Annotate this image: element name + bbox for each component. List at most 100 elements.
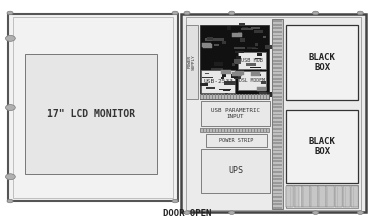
Bar — [273, 178, 282, 180]
Bar — [273, 85, 282, 87]
Text: DOOR OPEN: DOOR OPEN — [163, 209, 211, 218]
Bar — [273, 53, 282, 54]
Bar — [234, 75, 241, 79]
Bar — [263, 36, 266, 38]
Bar — [273, 96, 282, 97]
Bar — [242, 94, 243, 99]
Circle shape — [6, 35, 15, 41]
Bar — [264, 92, 272, 97]
Bar — [225, 93, 228, 94]
Bar — [205, 73, 209, 74]
Bar — [206, 134, 267, 146]
Bar — [273, 164, 282, 166]
Bar — [273, 196, 282, 198]
Bar — [257, 94, 258, 99]
Bar — [236, 128, 237, 132]
Bar — [273, 160, 282, 162]
Bar — [206, 37, 213, 40]
Bar — [294, 186, 301, 207]
Text: POWER STRIP: POWER STRIP — [219, 138, 254, 143]
Bar — [227, 26, 231, 30]
Circle shape — [313, 211, 319, 214]
Bar — [343, 186, 350, 207]
Bar — [201, 149, 270, 193]
Text: DSL MODEM: DSL MODEM — [239, 78, 265, 83]
Bar — [273, 103, 282, 105]
Bar — [8, 14, 178, 201]
Bar — [266, 128, 267, 132]
Bar — [273, 125, 282, 126]
Bar — [224, 94, 225, 99]
Bar — [224, 81, 236, 85]
Bar — [202, 77, 213, 78]
Bar — [257, 53, 262, 56]
Bar — [212, 38, 224, 41]
Text: USB-2533: USB-2533 — [203, 79, 233, 84]
Bar — [260, 94, 261, 99]
Bar — [230, 94, 231, 99]
Bar — [13, 17, 173, 198]
Bar — [257, 128, 258, 132]
Bar — [218, 94, 219, 99]
Bar — [223, 41, 226, 44]
Bar — [234, 47, 245, 49]
Bar — [224, 128, 225, 132]
Text: UPS: UPS — [228, 166, 243, 175]
Bar — [286, 185, 358, 208]
Circle shape — [7, 199, 13, 203]
Bar — [273, 175, 282, 177]
Bar — [239, 128, 240, 132]
Bar — [206, 87, 215, 89]
Bar — [273, 200, 282, 202]
Bar — [212, 128, 213, 132]
Bar — [273, 38, 282, 40]
Bar — [215, 128, 216, 132]
Bar — [232, 62, 234, 66]
Bar — [273, 63, 282, 65]
Bar — [263, 128, 264, 132]
Bar — [273, 74, 282, 76]
Bar — [239, 94, 240, 99]
Bar — [273, 203, 282, 205]
Bar — [242, 27, 248, 29]
Bar — [25, 54, 157, 174]
Bar — [259, 92, 267, 96]
Bar — [232, 72, 242, 76]
Bar — [273, 110, 282, 112]
Bar — [273, 45, 282, 47]
Bar — [253, 74, 261, 75]
Bar — [200, 94, 269, 99]
Circle shape — [172, 199, 178, 203]
Bar — [318, 186, 326, 207]
Bar — [273, 99, 282, 101]
Bar — [273, 78, 282, 80]
Bar — [200, 25, 269, 99]
Bar — [200, 83, 208, 86]
Bar — [238, 52, 266, 69]
Bar — [235, 51, 243, 53]
Bar — [273, 171, 282, 173]
Bar — [227, 94, 228, 99]
Text: USB PARAMETRIC
INPUT: USB PARAMETRIC INPUT — [211, 108, 260, 119]
Bar — [260, 69, 262, 70]
Bar — [273, 182, 282, 184]
Bar — [233, 35, 236, 37]
Bar — [273, 88, 282, 90]
Bar — [206, 128, 207, 132]
Bar — [214, 44, 219, 46]
Bar — [254, 30, 263, 33]
Bar — [239, 32, 242, 35]
Bar — [200, 128, 201, 132]
Bar — [186, 25, 198, 99]
Bar — [236, 34, 242, 35]
Bar — [273, 60, 282, 62]
Bar — [273, 139, 282, 141]
Bar — [251, 94, 252, 99]
Bar — [266, 94, 267, 99]
Bar — [273, 207, 282, 209]
Circle shape — [229, 211, 235, 214]
Bar — [236, 94, 237, 99]
Bar — [252, 48, 258, 50]
Bar — [203, 94, 204, 99]
Bar — [214, 62, 223, 66]
